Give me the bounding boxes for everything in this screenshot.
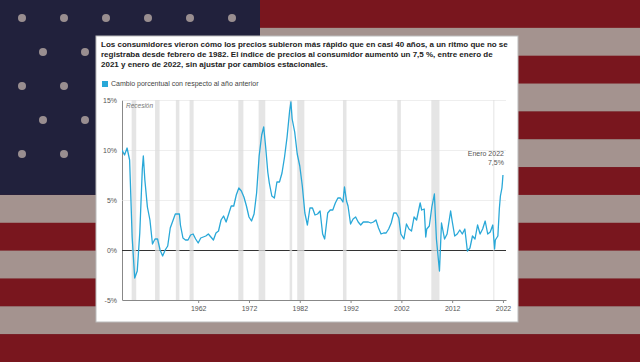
tick-mark bbox=[401, 300, 402, 303]
x-tick: 1982 bbox=[292, 300, 308, 312]
recession-band bbox=[238, 100, 243, 300]
recession-band bbox=[397, 100, 401, 300]
y-tick-label: 10% bbox=[103, 147, 117, 154]
y-tick: -5% bbox=[105, 297, 506, 304]
grid-line bbox=[122, 250, 506, 251]
x-tick-label: 1962 bbox=[191, 305, 207, 312]
y-tick: 15% bbox=[103, 97, 506, 104]
x-axis: 1962 1972 1982 1992 2002 2012 2022 bbox=[123, 300, 512, 312]
recession-band bbox=[155, 100, 160, 300]
y-tick-label: 5% bbox=[107, 197, 117, 204]
y-tick: 5% bbox=[107, 197, 506, 204]
title: Los consumidores vieron cómo los precios… bbox=[101, 40, 511, 70]
grid-line bbox=[122, 150, 506, 151]
x-axis-line bbox=[123, 300, 507, 301]
legend: Cambio porcentual con respecto al año an… bbox=[102, 80, 259, 88]
y-tick-label: 0% bbox=[107, 247, 117, 254]
tick-mark bbox=[198, 300, 199, 303]
plot-area bbox=[122, 100, 503, 300]
tick-mark bbox=[249, 300, 250, 303]
x-tick: 1992 bbox=[343, 300, 359, 312]
tick-mark bbox=[351, 300, 352, 303]
series-line bbox=[122, 102, 503, 278]
grid-line bbox=[122, 100, 506, 101]
legend-label: Cambio porcentual con respecto al año an… bbox=[111, 80, 259, 88]
x-tick: 2002 bbox=[394, 300, 410, 312]
recession-band bbox=[190, 100, 194, 300]
background bbox=[0, 0, 640, 362]
x-tick: 1962 bbox=[191, 300, 207, 312]
vignette bbox=[0, 0, 640, 362]
y-tick-label: 15% bbox=[103, 97, 117, 104]
recession-band bbox=[176, 100, 180, 300]
panel bbox=[96, 36, 518, 322]
x-tick-label: 1982 bbox=[292, 305, 308, 312]
x-tick-label: 1972 bbox=[242, 305, 258, 312]
annotation-value: 7,5% bbox=[488, 159, 504, 166]
tick-mark bbox=[503, 300, 504, 303]
y-tick-label: -5% bbox=[105, 297, 117, 304]
x-tick-label: 2022 bbox=[496, 305, 512, 312]
legend-swatch bbox=[102, 81, 108, 87]
grid-line bbox=[122, 300, 506, 301]
recession-band bbox=[493, 100, 494, 300]
recession-band bbox=[290, 100, 293, 300]
y-tick: 10% bbox=[103, 147, 506, 154]
x-tick-label: 2012 bbox=[445, 305, 461, 312]
tick-mark bbox=[452, 300, 453, 303]
tick-mark bbox=[300, 300, 301, 303]
annotation-label: Enero 2022 bbox=[468, 150, 504, 157]
x-tick-label: 1992 bbox=[343, 305, 359, 312]
x-tick: 2012 bbox=[445, 300, 461, 312]
x-tick-label: 2002 bbox=[394, 305, 410, 312]
recession-label: Recesión bbox=[126, 102, 153, 109]
grid-line bbox=[122, 200, 506, 201]
stage: Cambio porcentual con respecto al año an… bbox=[0, 0, 640, 362]
x-tick: 2022 bbox=[496, 300, 512, 312]
y-axis: -5% 0% 5% 10% 15% bbox=[103, 97, 506, 304]
x-tick: 1972 bbox=[242, 300, 258, 312]
